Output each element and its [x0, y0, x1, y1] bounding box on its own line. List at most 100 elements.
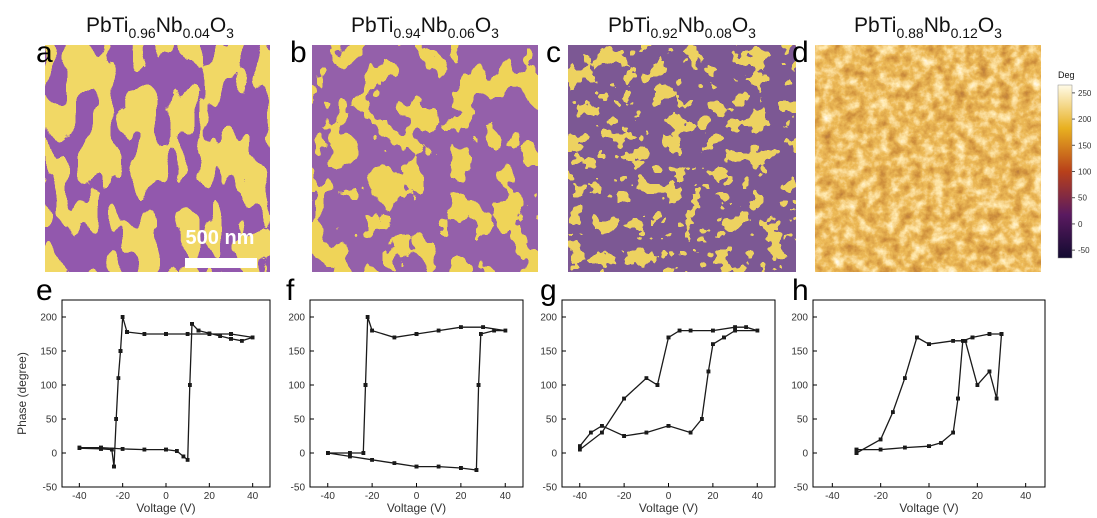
x-tick-label: -40: [321, 491, 336, 502]
loop-line: [325, 315, 508, 472]
subscript: 0.92: [650, 25, 677, 41]
y-tick-label: 0: [551, 449, 557, 460]
colorbar-tick-label: 150: [1078, 141, 1092, 150]
y-tick-label: 100: [791, 381, 808, 392]
loop-line: [77, 315, 255, 469]
panel-label: a: [36, 36, 53, 69]
subscript: 0.88: [896, 25, 923, 41]
panel-label: f: [286, 274, 295, 307]
panel-title: PbTi0.88Nb0.12O3: [854, 14, 1002, 41]
x-tick-label: 0: [926, 491, 932, 502]
x-tick-label: 40: [752, 491, 764, 502]
x-tick-label: 20: [204, 491, 216, 502]
pfm-image: [45, 45, 270, 272]
subscript: 3: [748, 25, 756, 41]
x-tick-label: 20: [455, 491, 467, 502]
panel-label: d: [792, 36, 809, 69]
y-tick-label: 50: [797, 415, 809, 426]
loop-line: [854, 332, 1004, 455]
y-tick-label: 200: [288, 313, 305, 324]
colorbar: [1057, 84, 1073, 259]
y-tick-label: 0: [802, 449, 808, 460]
y-tick-label: 0: [51, 449, 57, 460]
x-tick-label: 40: [247, 491, 259, 502]
formula-part: PbTi: [608, 14, 650, 37]
y-tick-label: 200: [40, 313, 57, 324]
subscript: 0.96: [128, 25, 155, 41]
formula-part: Nb: [924, 14, 951, 37]
formula-part: Nb: [156, 14, 183, 37]
colorbar-tick-label: 200: [1078, 115, 1092, 124]
y-tick-label: -50: [794, 483, 809, 494]
colorbar-tick-label: 50: [1078, 194, 1087, 203]
panel-title: PbTi0.92Nb0.08O3: [608, 14, 756, 41]
colorbar-tick-label: 0: [1078, 220, 1083, 229]
formula-part: O: [732, 14, 748, 37]
x-tick-label: 20: [707, 491, 719, 502]
colorbar-tick-label: -50: [1078, 246, 1090, 255]
x-tick-label: 0: [666, 491, 672, 502]
y-tick-label: 50: [294, 415, 306, 426]
x-axis-label: Voltage (V): [387, 501, 446, 515]
panel-label: b: [290, 36, 307, 69]
y-tick-label: 150: [40, 347, 57, 358]
panel-label: e: [36, 274, 53, 307]
subscript: 0.12: [951, 25, 978, 41]
x-tick-label: 40: [1020, 491, 1032, 502]
panel-label: g: [540, 274, 557, 307]
subscript: 3: [491, 25, 499, 41]
x-tick-label: -40: [825, 491, 840, 502]
pfm-image: [312, 45, 538, 272]
x-axis-label: Voltage (V): [136, 501, 195, 515]
plot-frame: [561, 299, 776, 488]
subscript: 0.08: [705, 25, 732, 41]
y-tick-label: 100: [40, 381, 57, 392]
panel-title: PbTi0.96Nb0.04O3: [86, 14, 234, 41]
y-tick-label: 100: [288, 381, 305, 392]
x-tick-label: -40: [72, 491, 87, 502]
x-tick-label: 0: [414, 491, 420, 502]
images: 500 nm Deg: [45, 45, 1075, 272]
panel-label: h: [792, 274, 809, 307]
formula-part: Nb: [678, 14, 705, 37]
subscript: 0.04: [183, 25, 210, 41]
subscript: 0.06: [448, 25, 475, 41]
y-tick-label: 200: [540, 313, 557, 324]
formula-part: PbTi: [854, 14, 896, 37]
subscript: 3: [994, 25, 1002, 41]
colorbar-tick-label: 250: [1078, 89, 1092, 98]
formula-part: Nb: [421, 14, 448, 37]
pfm-image: [815, 45, 1041, 272]
y-tick-label: 100: [540, 381, 557, 392]
colorbar-label: Deg: [1058, 70, 1075, 80]
scale-bar: [185, 258, 257, 268]
y-tick-label: 200: [791, 313, 808, 324]
subscript: 3: [226, 25, 234, 41]
x-axis-label: Voltage (V): [639, 501, 698, 515]
y-tick-label: 150: [540, 347, 557, 358]
x-tick-label: -20: [115, 491, 130, 502]
y-tick-label: 0: [299, 449, 305, 460]
plot-frame: [812, 299, 1046, 488]
scale-bar-label: 500 nm: [186, 227, 255, 249]
formula-part: O: [210, 14, 226, 37]
panel-label: c: [546, 36, 561, 69]
y-tick-label: 150: [791, 347, 808, 358]
y-tick-label: -50: [43, 483, 58, 494]
y-axis-label: Phase (degree): [15, 352, 29, 435]
formula-part: PbTi: [86, 14, 128, 37]
panel-title: PbTi0.94Nb0.06O3: [351, 14, 499, 41]
subscript: 0.94: [393, 25, 420, 41]
x-tick-label: -20: [617, 491, 632, 502]
loop-line: [577, 325, 760, 452]
x-axis-label: Voltage (V): [899, 501, 958, 515]
y-tick-label: -50: [291, 483, 306, 494]
x-tick-label: 40: [500, 491, 512, 502]
y-tick-label: 50: [46, 415, 58, 426]
pfm-image: [568, 45, 796, 272]
formula-part: O: [475, 14, 491, 37]
y-tick-label: -50: [543, 483, 558, 494]
x-tick-label: -40: [573, 491, 588, 502]
plot-frame: [61, 299, 271, 488]
